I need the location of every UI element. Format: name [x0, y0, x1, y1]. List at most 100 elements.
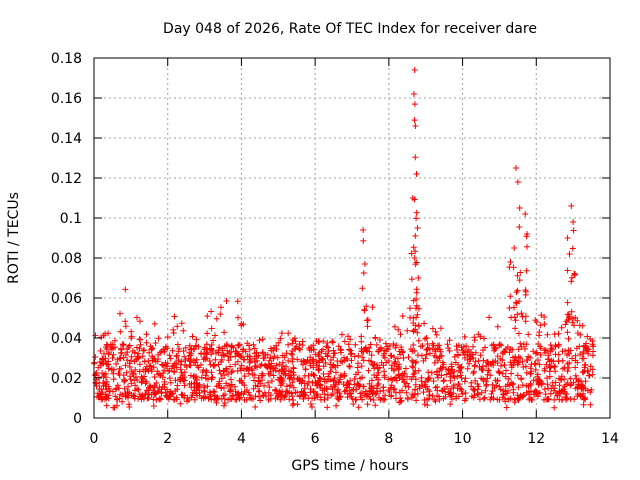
data-point [359, 374, 366, 381]
data-point [174, 352, 181, 359]
data-point [423, 347, 430, 353]
data-point [511, 357, 518, 364]
data-point [472, 377, 479, 384]
data-point [542, 391, 549, 398]
data-point [198, 350, 205, 357]
data-point [544, 375, 550, 382]
data-point [370, 397, 377, 403]
data-point [525, 383, 532, 390]
data-point [522, 345, 528, 352]
data-point [125, 383, 131, 390]
data-point [146, 384, 152, 391]
data-point [450, 384, 457, 390]
data-point [401, 379, 408, 386]
data-point [402, 383, 409, 390]
data-point [149, 353, 156, 360]
data-point [178, 391, 185, 398]
data-point [470, 386, 477, 393]
data-point [390, 341, 397, 347]
data-point [360, 237, 367, 244]
data-point [412, 123, 419, 129]
data-point [514, 287, 521, 294]
data-point [285, 341, 292, 348]
data-point [333, 369, 339, 376]
data-point [494, 377, 501, 384]
data-point [440, 377, 447, 384]
data-point [139, 392, 146, 399]
data-point [410, 373, 416, 380]
data-point [372, 402, 379, 409]
data-point [221, 402, 227, 409]
data-point [490, 341, 497, 348]
data-point [120, 342, 126, 349]
data-point [155, 335, 162, 342]
data-point [522, 313, 529, 320]
data-point [103, 386, 110, 393]
data-point [241, 373, 248, 380]
data-point [160, 362, 166, 369]
data-point [352, 396, 359, 403]
data-point [461, 378, 468, 385]
data-point [346, 363, 353, 370]
data-point [439, 359, 446, 366]
data-point [230, 392, 237, 399]
data-point [231, 383, 238, 390]
data-point [512, 353, 519, 360]
data-point [410, 327, 417, 334]
data-point [309, 404, 315, 410]
data-point [443, 371, 450, 378]
data-point [111, 337, 118, 344]
data-point [535, 357, 541, 364]
data-point [276, 361, 283, 368]
data-point [508, 361, 515, 368]
data-point [159, 383, 166, 390]
data-point [240, 321, 247, 328]
data-point [519, 393, 526, 400]
data-point [294, 376, 301, 382]
data-point [455, 342, 462, 349]
y-tick-label: 0.14 [51, 131, 82, 147]
data-point [313, 362, 320, 369]
data-point [286, 375, 293, 382]
data-point [583, 340, 590, 347]
data-point [169, 347, 176, 354]
data-point [370, 389, 377, 396]
data-point [518, 310, 525, 317]
data-point [146, 363, 153, 370]
data-point [255, 374, 262, 381]
data-point [290, 397, 296, 403]
data-point [179, 392, 186, 399]
data-point [467, 356, 474, 363]
data-point [228, 343, 235, 350]
data-point [134, 314, 140, 321]
data-point [535, 376, 542, 383]
data-point [141, 347, 148, 354]
data-point [483, 382, 490, 389]
data-point [114, 382, 121, 389]
data-point [463, 343, 470, 349]
data-point [391, 323, 398, 330]
data-point [164, 386, 170, 393]
data-point [580, 369, 587, 376]
data-point [359, 348, 366, 355]
data-point [132, 374, 139, 380]
data-point [204, 330, 211, 337]
data-point [92, 354, 99, 360]
data-point [235, 351, 242, 358]
data-point [395, 326, 402, 333]
data-point [415, 305, 422, 312]
data-point [246, 342, 252, 349]
data-point [131, 349, 138, 356]
data-point [215, 349, 222, 356]
data-point [98, 334, 105, 341]
data-point [445, 345, 452, 352]
data-point [137, 341, 144, 348]
data-point [213, 315, 220, 322]
data-point [126, 342, 133, 349]
data-point [412, 261, 419, 268]
data-point [121, 385, 128, 392]
data-point [564, 380, 571, 386]
data-point [446, 347, 453, 354]
data-point [177, 366, 184, 373]
